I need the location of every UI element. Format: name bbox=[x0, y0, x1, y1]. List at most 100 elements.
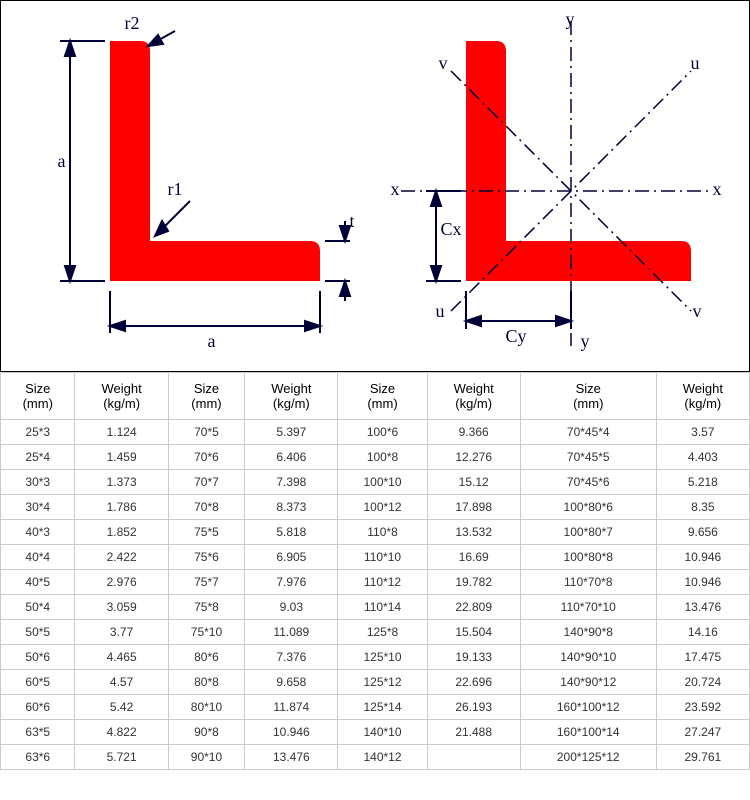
table-body: 25*31.12470*55.397100*69.36670*45*43.572… bbox=[1, 420, 750, 770]
table-cell: 5.721 bbox=[75, 745, 168, 770]
label-v-tl: v bbox=[439, 53, 448, 74]
table-cell: 1.786 bbox=[75, 495, 168, 520]
label-y-top: y bbox=[566, 9, 575, 30]
table-cell: 200*125*12 bbox=[520, 745, 656, 770]
table-cell: 140*90*12 bbox=[520, 670, 656, 695]
left-diagram: a a t r1 r2 bbox=[20, 11, 360, 351]
table-cell: 10.946 bbox=[656, 570, 749, 595]
table-cell: 9.03 bbox=[245, 595, 338, 620]
table-cell: 4.822 bbox=[75, 720, 168, 745]
label-cy: Cy bbox=[506, 326, 527, 347]
table-row: 40*52.97675*77.976110*1219.782110*70*810… bbox=[1, 570, 750, 595]
table-cell: 7.976 bbox=[245, 570, 338, 595]
table-cell: 100*80*8 bbox=[520, 545, 656, 570]
left-angle-svg bbox=[20, 11, 360, 351]
table-cell: 29.761 bbox=[656, 745, 749, 770]
table-row: 25*41.45970*66.406100*812.27670*45*54.40… bbox=[1, 445, 750, 470]
table-cell: 5.42 bbox=[75, 695, 168, 720]
table-cell: 25*4 bbox=[1, 445, 75, 470]
table-cell: 26.193 bbox=[427, 695, 520, 720]
table-cell: 25*3 bbox=[1, 420, 75, 445]
table-cell: 70*7 bbox=[168, 470, 244, 495]
table-cell: 60*6 bbox=[1, 695, 75, 720]
table-row: 25*31.12470*55.397100*69.36670*45*43.57 bbox=[1, 420, 750, 445]
table-cell: 19.133 bbox=[427, 645, 520, 670]
label-a-vert: a bbox=[58, 151, 66, 172]
table-cell: 12.276 bbox=[427, 445, 520, 470]
table-cell: 17.898 bbox=[427, 495, 520, 520]
table-cell: 90*8 bbox=[168, 720, 244, 745]
table-cell: 100*6 bbox=[338, 420, 427, 445]
table-row: 50*64.46580*67.376125*1019.133140*90*101… bbox=[1, 645, 750, 670]
table-row: 30*41.78670*88.373100*1217.898100*80*68.… bbox=[1, 495, 750, 520]
table-cell: 13.532 bbox=[427, 520, 520, 545]
table-cell: 15.12 bbox=[427, 470, 520, 495]
table-cell: 8.35 bbox=[656, 495, 749, 520]
table-cell: 9.658 bbox=[245, 670, 338, 695]
right-angle-svg bbox=[381, 11, 731, 351]
label-cx: Cx bbox=[441, 219, 462, 240]
col-size: Size(mm) bbox=[1, 373, 75, 420]
table-cell: 2.976 bbox=[75, 570, 168, 595]
table-cell: 5.397 bbox=[245, 420, 338, 445]
col-weight: Weight(kg/m) bbox=[427, 373, 520, 420]
table-cell: 110*8 bbox=[338, 520, 427, 545]
table-header: Size(mm)Weight(kg/m)Size(mm)Weight(kg/m)… bbox=[1, 373, 750, 420]
table-cell: 140*90*10 bbox=[520, 645, 656, 670]
col-weight: Weight(kg/m) bbox=[245, 373, 338, 420]
table-cell: 60*5 bbox=[1, 670, 75, 695]
table-cell: 1.459 bbox=[75, 445, 168, 470]
table-cell: 13.476 bbox=[245, 745, 338, 770]
table-cell: 125*12 bbox=[338, 670, 427, 695]
table-cell: 7.398 bbox=[245, 470, 338, 495]
label-y-bot: y bbox=[581, 331, 590, 352]
col-weight: Weight(kg/m) bbox=[75, 373, 168, 420]
table-cell: 8.373 bbox=[245, 495, 338, 520]
table-cell: 9.656 bbox=[656, 520, 749, 545]
table-cell: 140*12 bbox=[338, 745, 427, 770]
table-cell: 80*10 bbox=[168, 695, 244, 720]
table-row: 63*54.82290*810.946140*1021.488160*100*1… bbox=[1, 720, 750, 745]
table-cell: 100*80*6 bbox=[520, 495, 656, 520]
table-row: 50*43.05975*89.03110*1422.809110*70*1013… bbox=[1, 595, 750, 620]
size-weight-table: Size(mm)Weight(kg/m)Size(mm)Weight(kg/m)… bbox=[0, 372, 750, 770]
table-cell: 70*45*4 bbox=[520, 420, 656, 445]
label-u-tr: u bbox=[691, 53, 700, 74]
table-cell: 10.946 bbox=[656, 545, 749, 570]
table-cell: 7.376 bbox=[245, 645, 338, 670]
table-cell: 9.366 bbox=[427, 420, 520, 445]
table-cell: 50*6 bbox=[1, 645, 75, 670]
label-v-br: v bbox=[693, 301, 702, 322]
table-cell: 22.696 bbox=[427, 670, 520, 695]
table-cell: 75*5 bbox=[168, 520, 244, 545]
table-cell: 100*80*7 bbox=[520, 520, 656, 545]
label-u-bl: u bbox=[436, 301, 445, 322]
table-row: 63*65.72190*1013.476140*12200*125*1229.7… bbox=[1, 745, 750, 770]
table-cell: 30*3 bbox=[1, 470, 75, 495]
table-cell: 75*6 bbox=[168, 545, 244, 570]
table-cell: 80*6 bbox=[168, 645, 244, 670]
table-cell: 16.69 bbox=[427, 545, 520, 570]
col-weight: Weight(kg/m) bbox=[656, 373, 749, 420]
table-cell: 63*5 bbox=[1, 720, 75, 745]
table-row: 40*31.85275*55.818110*813.532100*80*79.6… bbox=[1, 520, 750, 545]
col-size: Size(mm) bbox=[168, 373, 244, 420]
table-cell: 20.724 bbox=[656, 670, 749, 695]
table-cell: 5.218 bbox=[656, 470, 749, 495]
table-cell: 50*4 bbox=[1, 595, 75, 620]
table-row: 60*65.4280*1011.874125*1426.193160*100*1… bbox=[1, 695, 750, 720]
table-cell bbox=[427, 745, 520, 770]
table-cell: 40*3 bbox=[1, 520, 75, 545]
table-cell: 4.57 bbox=[75, 670, 168, 695]
table-cell: 70*45*5 bbox=[520, 445, 656, 470]
table-cell: 11.874 bbox=[245, 695, 338, 720]
table-cell: 70*6 bbox=[168, 445, 244, 470]
table-row: 40*42.42275*66.905110*1016.69100*80*810.… bbox=[1, 545, 750, 570]
table-cell: 140*10 bbox=[338, 720, 427, 745]
table-cell: 110*70*8 bbox=[520, 570, 656, 595]
table-cell: 75*8 bbox=[168, 595, 244, 620]
label-r1: r1 bbox=[168, 179, 183, 200]
table-cell: 70*45*6 bbox=[520, 470, 656, 495]
table-cell: 19.782 bbox=[427, 570, 520, 595]
table-cell: 110*12 bbox=[338, 570, 427, 595]
